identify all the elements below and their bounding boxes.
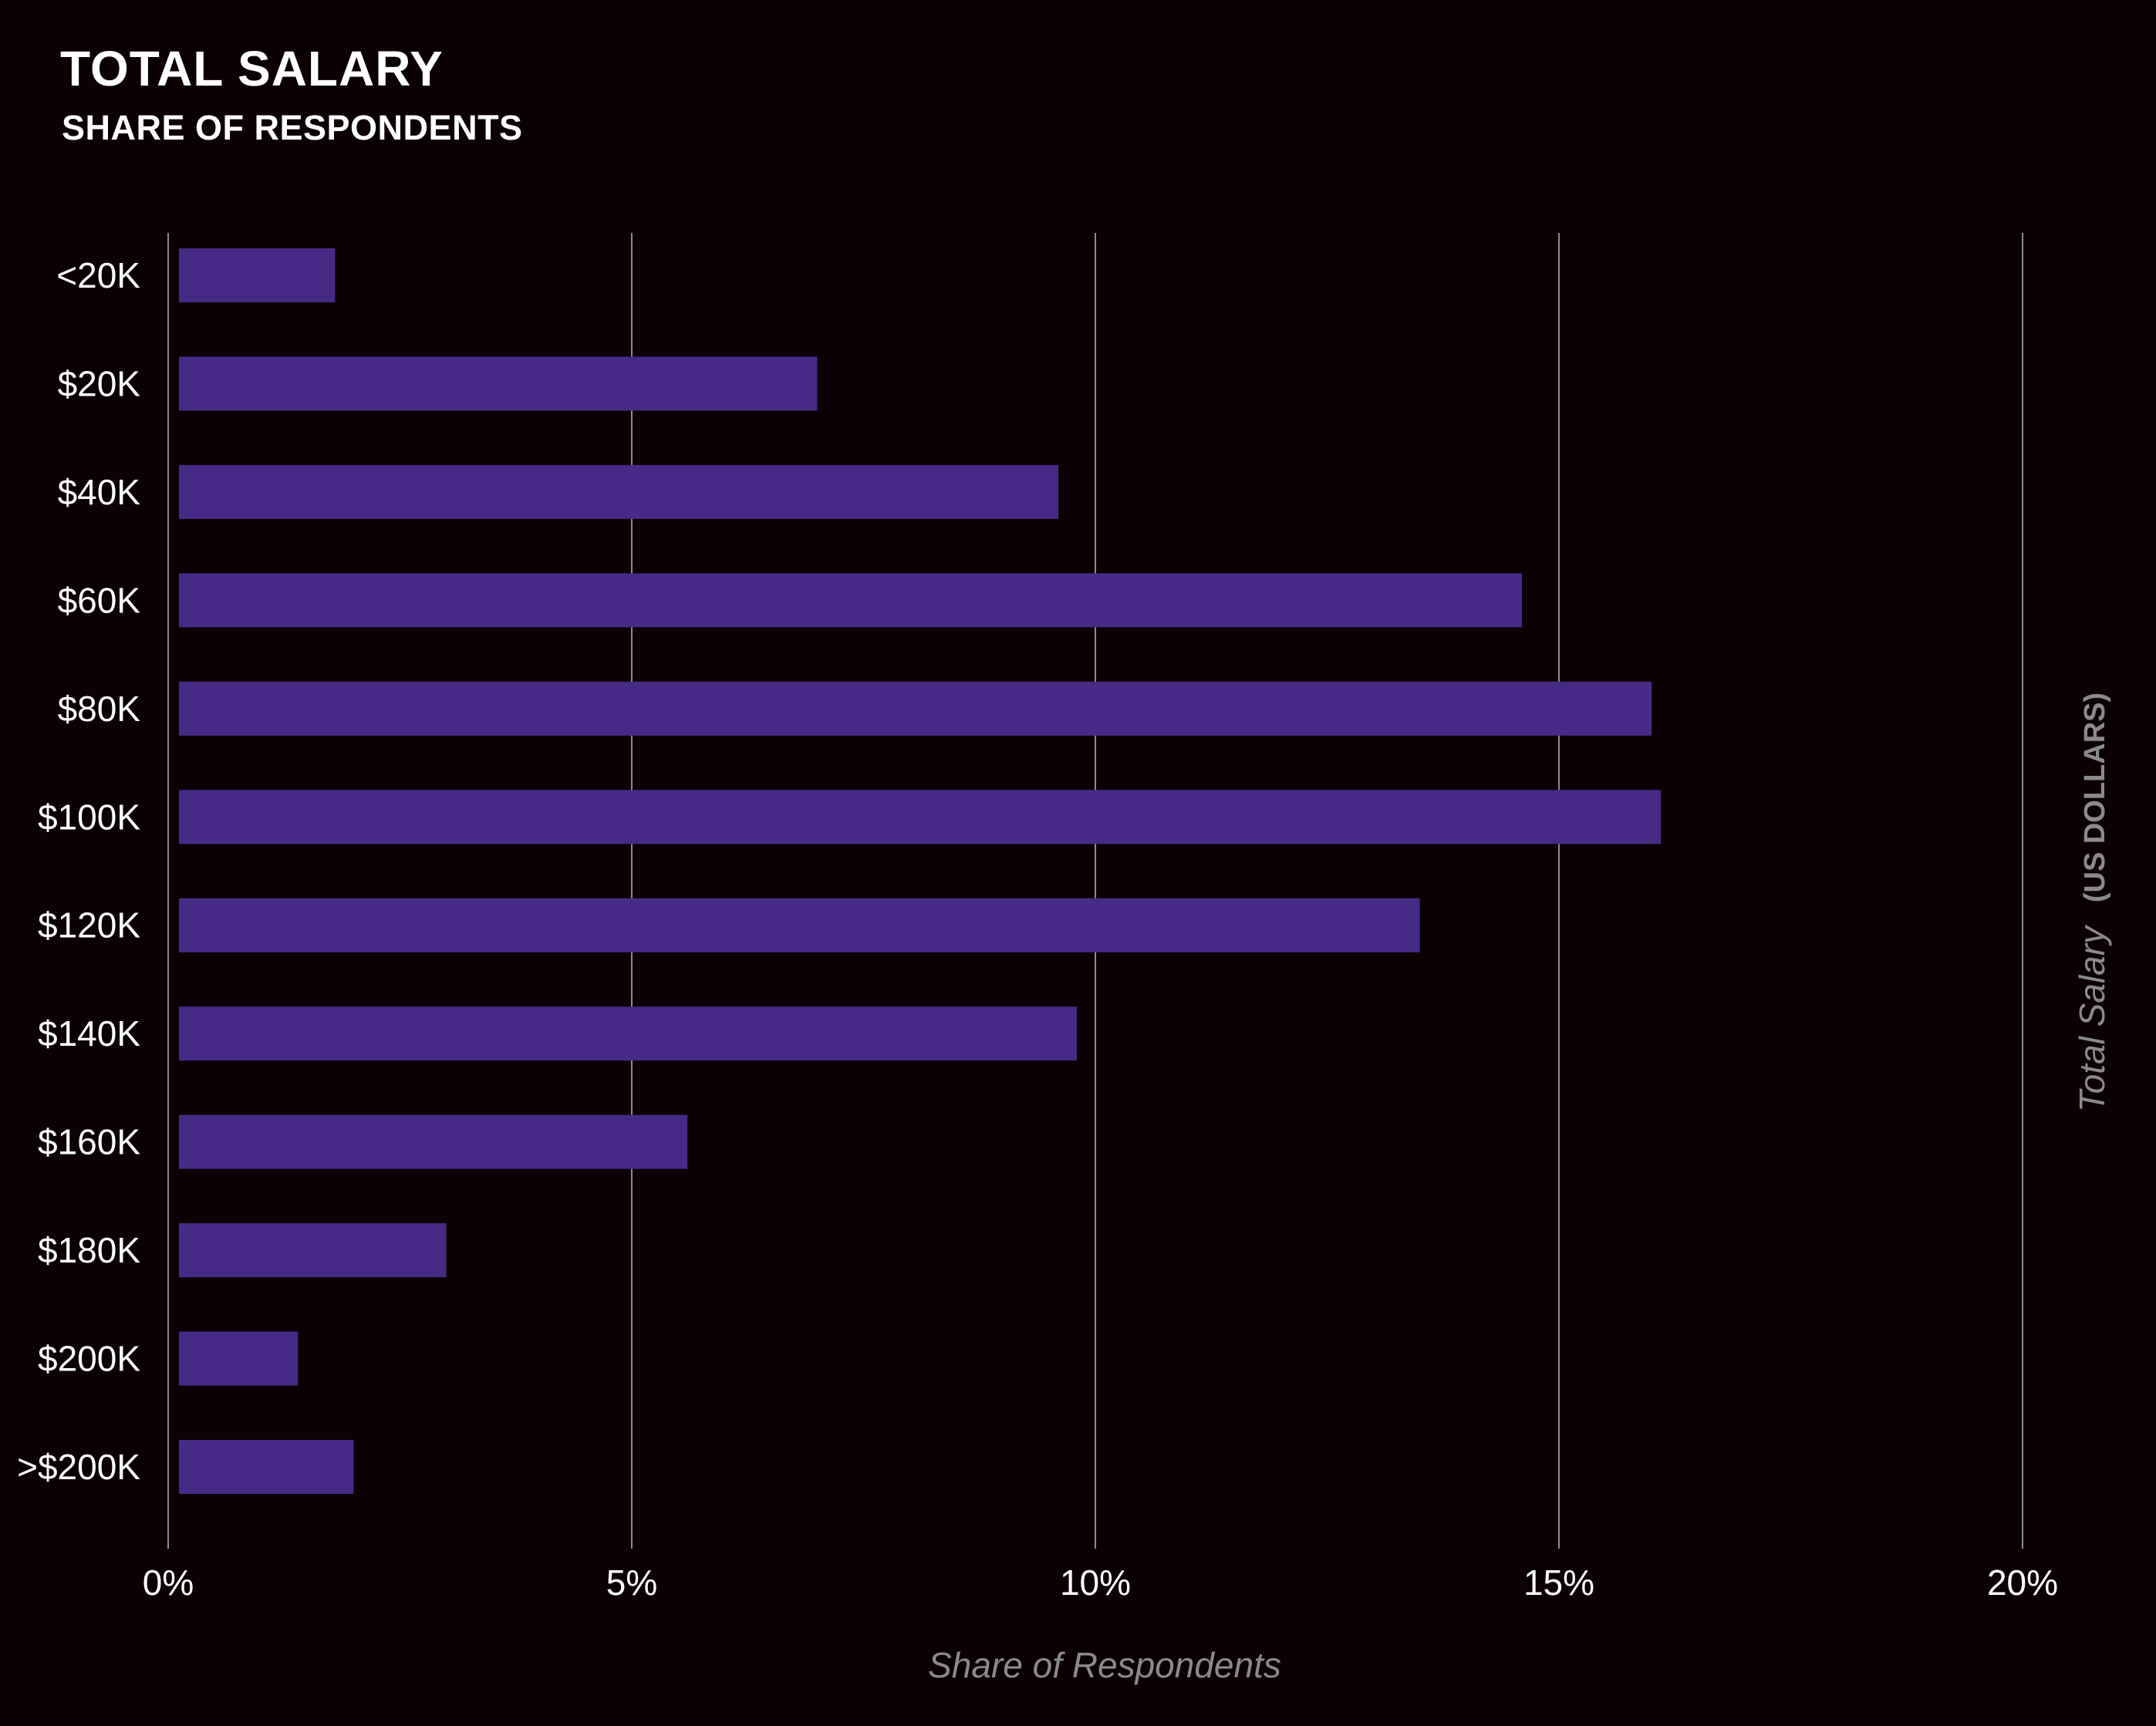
bar (179, 681, 1652, 736)
bar (179, 1223, 447, 1278)
x-tick-label: 10% (1060, 1563, 1131, 1603)
category-label: $20K (58, 363, 141, 403)
bar (179, 248, 336, 302)
category-label: $40K (58, 472, 141, 512)
y-axis-title-suffix: (US DOLLARS) (2079, 693, 2111, 902)
bar (179, 464, 1058, 519)
x-tick-label: 5% (606, 1563, 657, 1603)
category-label: $140K (38, 1013, 140, 1053)
bar (179, 1331, 299, 1386)
x-axis-title: Share of Respondents (928, 1645, 1281, 1685)
bar (179, 356, 818, 411)
category-label: <20K (56, 255, 140, 295)
category-label: $60K (58, 580, 141, 620)
grid-lines (167, 233, 2023, 1549)
category-label: $80K (58, 689, 141, 729)
bar (179, 790, 1662, 844)
chart-subtitle: SHARE OF RESPONDENTS (62, 108, 523, 147)
x-tick-label: 0% (143, 1563, 194, 1603)
y-axis-title-main: Total Salary (2072, 924, 2112, 1112)
bar (179, 898, 1420, 952)
bar (179, 1114, 688, 1169)
y-axis-title: Total Salary (US DOLLARS) (2072, 693, 2112, 1112)
bar (179, 573, 1522, 628)
category-label: $180K (38, 1230, 140, 1270)
category-label: >$200K (17, 1447, 140, 1487)
x-tick-labels: 0% 5% 10% 15% 20% (143, 1563, 2058, 1603)
bars (179, 248, 1662, 1494)
category-labels: <20K $20K $40K $60K $80K $100K $120K $140K $160K… (17, 255, 140, 1487)
x-tick-label: 15% (1523, 1563, 1594, 1603)
bar (179, 1006, 1077, 1061)
category-label: $160K (38, 1122, 140, 1162)
category-label: $200K (38, 1339, 140, 1379)
bar (179, 1440, 354, 1494)
category-label: $120K (38, 905, 140, 946)
x-tick-label: 20% (1987, 1563, 2058, 1603)
category-label: $100K (38, 797, 140, 837)
chart-title: TOTAL SALARY (60, 41, 444, 96)
